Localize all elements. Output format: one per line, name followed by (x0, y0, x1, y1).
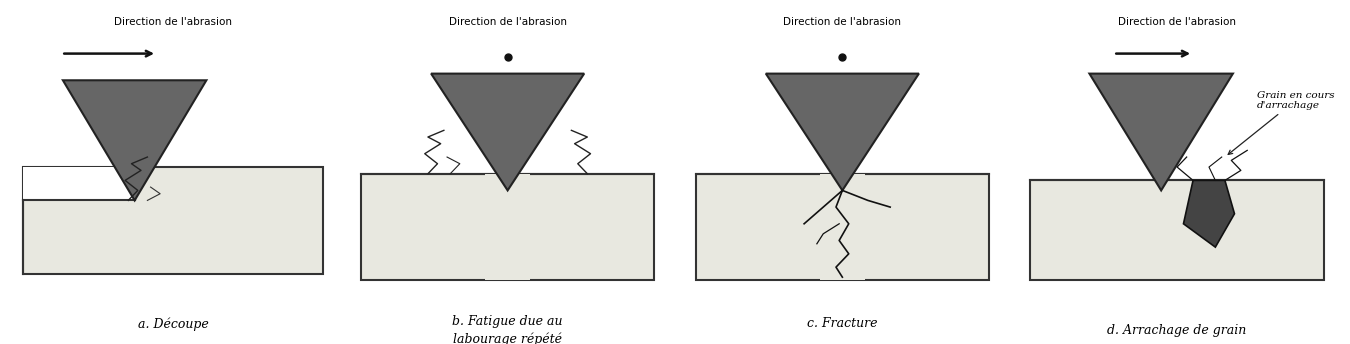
Bar (819, 174, 865, 280)
Text: c. Fracture: c. Fracture (807, 318, 878, 330)
Text: a. Découpe: a. Découpe (138, 317, 208, 331)
Text: b. Fatigue due au
labourage répété: b. Fatigue due au labourage répété (452, 315, 563, 344)
Text: Direction de l'abrasion: Direction de l'abrasion (448, 17, 567, 27)
Bar (360, 174, 655, 280)
Text: Direction de l'abrasion: Direction de l'abrasion (1118, 17, 1237, 27)
Bar (23, 167, 323, 274)
Polygon shape (63, 80, 207, 201)
Text: Direction de l'abrasion: Direction de l'abrasion (783, 17, 902, 27)
Text: Direction de l'abrasion: Direction de l'abrasion (113, 17, 232, 27)
Bar (485, 174, 531, 280)
Polygon shape (1184, 180, 1234, 247)
Polygon shape (431, 74, 585, 191)
Bar (1030, 180, 1324, 280)
Polygon shape (765, 74, 919, 191)
Bar (695, 174, 990, 280)
Text: d. Arrachage de grain: d. Arrachage de grain (1107, 324, 1247, 337)
Bar (23, 167, 135, 201)
Polygon shape (1089, 74, 1233, 191)
Text: Grain en cours
d'arrachage: Grain en cours d'arrachage (1228, 90, 1334, 154)
